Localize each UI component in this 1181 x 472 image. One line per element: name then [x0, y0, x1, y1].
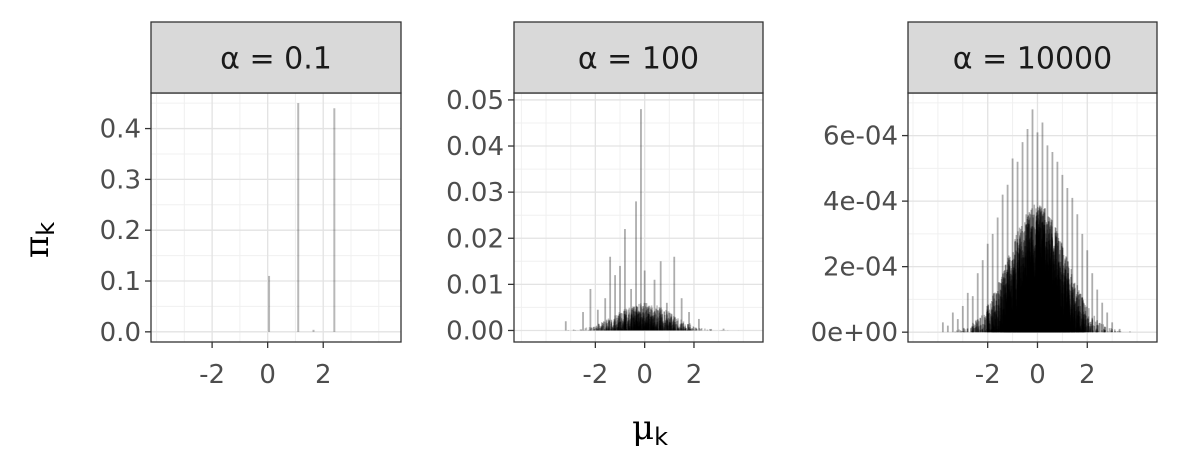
y-tick-label: 0.0	[100, 318, 141, 348]
facet-2: α = 100 -2 0 2 0.00 0.01 0.02 0.03 0.04 0.05	[446, 21, 764, 390]
facet-strip-label: α = 0.1	[220, 42, 332, 77]
x-tick-label: -2	[199, 360, 225, 390]
y-tick-label: 0.03	[446, 178, 504, 208]
y-tick-label: 6e-04	[823, 122, 898, 152]
y-tick-label: 0.00	[446, 316, 504, 346]
x-axis-title: μk	[632, 408, 668, 451]
y-tick-label: 0.2	[100, 216, 141, 246]
x-tick-label: 2	[686, 360, 703, 390]
facet-strip	[150, 21, 402, 94]
panel-background	[908, 93, 1157, 342]
panel-background	[514, 93, 763, 342]
x-tick-label: 0	[636, 360, 653, 390]
x-tick-label: 2	[1079, 360, 1096, 390]
facet-strip-label: α = 10000	[953, 42, 1112, 77]
x-tick-label: -2	[975, 360, 1001, 390]
y-tick-label: 0.04	[446, 132, 504, 162]
facet-strip	[513, 21, 764, 94]
y-tick-label: 0.02	[446, 224, 504, 254]
facet-strip	[907, 21, 1158, 94]
y-tick-label: 4e-04	[823, 187, 898, 217]
y-tick-label: 0.1	[100, 267, 141, 297]
y-tick-label: 0.4	[100, 115, 141, 145]
x-tick-label: 0	[1029, 360, 1046, 390]
y-tick-label: 0.05	[446, 86, 504, 116]
y-tick-label: 2e-04	[823, 253, 898, 283]
y-tick-label: 0.01	[446, 270, 504, 300]
facet-panels: α = 0.1 -2 0 2 0.0 0.1 0.2 0.3 0.4 α = 100 -2 0 2 0.0…	[100, 21, 1158, 390]
x-tick-label: -2	[582, 360, 608, 390]
y-tick-label: 0.3	[100, 165, 141, 195]
panel-background	[151, 93, 401, 342]
x-tick-label: 0	[259, 360, 276, 390]
x-tick-label: 2	[315, 360, 332, 390]
facet-3: α = 10000 -2 0 2 0e+00 2e-04 4e-04 6e-04	[811, 21, 1158, 390]
y-axis-title: πk	[17, 222, 60, 258]
facet-strip-label: α = 100	[578, 42, 699, 77]
y-tick-label: 0e+00	[811, 318, 898, 348]
facet-1: α = 0.1 -2 0 2 0.0 0.1 0.2 0.3 0.4	[100, 21, 402, 390]
